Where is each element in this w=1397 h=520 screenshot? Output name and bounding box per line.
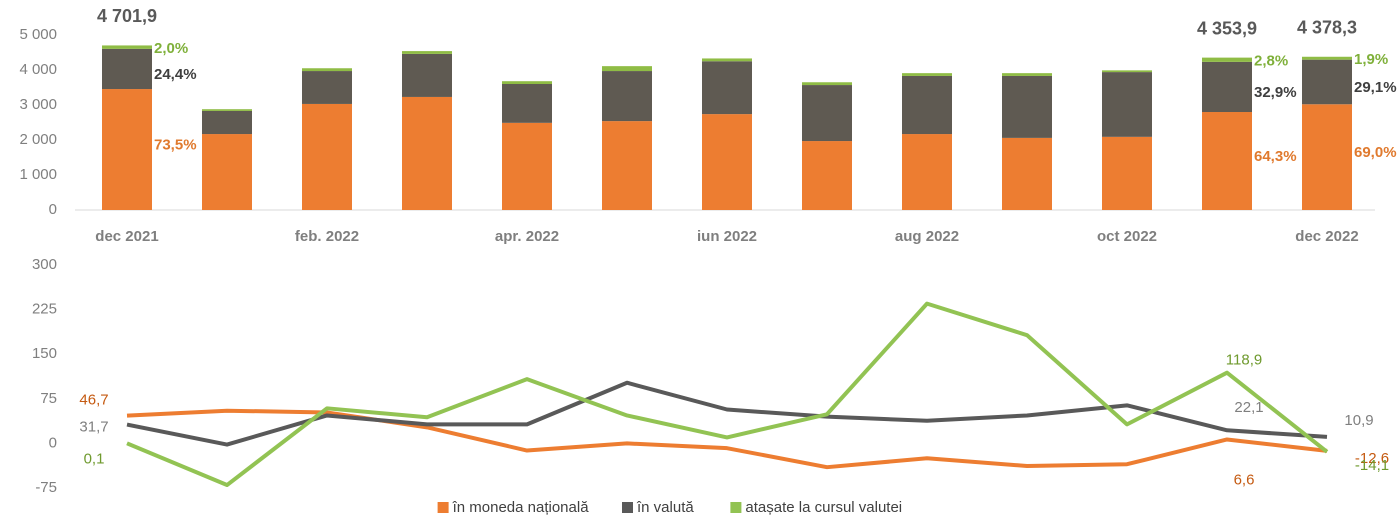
y-tick-label: 1 000 — [19, 166, 57, 183]
bar-segment — [802, 141, 852, 210]
bar-segment — [1102, 70, 1152, 73]
share-label: 69,0% — [1354, 144, 1397, 161]
data-label: 6,6 — [1234, 471, 1255, 488]
bar-segment — [602, 121, 652, 210]
bar-segment — [1202, 57, 1252, 62]
x-tick-label: oct 2022 — [1097, 228, 1157, 245]
bar-segment — [502, 81, 552, 84]
share-label: 2,8% — [1254, 53, 1288, 70]
bar-segment — [1202, 61, 1252, 113]
bar-segment — [1102, 72, 1152, 137]
y-tick-label: 300 — [32, 256, 57, 273]
bar-segment — [702, 114, 752, 210]
bar-segment — [302, 103, 352, 210]
y-tick-label: 225 — [32, 301, 57, 318]
legend-swatch — [730, 502, 742, 513]
x-tick-label: dec 2022 — [1295, 228, 1358, 245]
y-tick-label: 150 — [32, 345, 57, 362]
share-label: 64,3% — [1254, 148, 1297, 165]
share-label: 32,9% — [1254, 84, 1297, 101]
line-series — [126, 380, 1328, 447]
legend-label: atașate la cursul valutei — [745, 499, 902, 516]
bar-segment — [102, 45, 152, 49]
bar-segment — [502, 84, 552, 123]
x-tick-label: apr. 2022 — [495, 228, 559, 245]
y-tick-label: 2 000 — [19, 131, 57, 148]
bar-segment — [402, 96, 452, 210]
bar-segment — [202, 110, 252, 135]
share-label: 24,4% — [154, 66, 197, 83]
bar-segment — [702, 61, 752, 115]
data-label: 0,1 — [84, 450, 105, 467]
line-series — [126, 301, 1329, 488]
y-tick-label: 0 — [49, 434, 57, 451]
y-tick-label: 5 000 — [19, 26, 57, 43]
data-label: 10,9 — [1344, 412, 1373, 429]
bar-segment — [202, 134, 252, 210]
share-label: 2,0% — [154, 40, 188, 57]
bar-segment — [802, 82, 852, 86]
y-tick-label: -75 — [35, 479, 57, 496]
y-tick-label: 0 — [49, 201, 57, 218]
bar-segment — [102, 89, 152, 210]
line-series — [126, 408, 1328, 470]
bar-segment — [802, 85, 852, 142]
bar-segment — [602, 71, 652, 122]
data-label: 46,7 — [79, 392, 108, 409]
bar-segment — [1302, 104, 1352, 210]
legend-label: în moneda națională — [452, 499, 590, 516]
bar-segment — [402, 53, 452, 97]
x-tick-label: aug 2022 — [895, 228, 959, 245]
bar-segment — [1102, 136, 1152, 210]
bar-segment — [1202, 112, 1252, 210]
data-label: 31,7 — [79, 419, 108, 436]
bar-segment — [302, 68, 352, 72]
total-label: 4 353,9 — [1197, 18, 1257, 38]
y-tick-label: 3 000 — [19, 96, 57, 113]
bar-segment — [1002, 75, 1052, 138]
x-tick-label: feb. 2022 — [295, 228, 359, 245]
bar-segment — [102, 48, 152, 90]
total-label: 4 701,9 — [97, 6, 157, 26]
bar-segment — [702, 58, 752, 62]
y-tick-label: 75 — [40, 390, 57, 407]
data-label: 118,9 — [1226, 352, 1262, 369]
bar-segment — [902, 73, 952, 76]
share-label: 73,5% — [154, 136, 197, 153]
x-tick-label: iun 2022 — [697, 228, 757, 245]
bar-segment — [402, 51, 452, 54]
bar-segment — [502, 122, 552, 210]
bar-segment — [1302, 56, 1352, 60]
bar-segment — [1002, 73, 1052, 76]
legend-swatch — [622, 502, 633, 513]
data-label: 22,1 — [1234, 399, 1263, 416]
bar-segment — [302, 71, 352, 104]
share-label: 1,9% — [1354, 51, 1388, 68]
x-tick-label: dec 2021 — [95, 228, 158, 245]
bar-segment — [902, 134, 952, 210]
total-label: 4 378,3 — [1297, 18, 1357, 38]
legend-swatch — [437, 502, 449, 513]
data-label: -12,6 — [1355, 450, 1389, 467]
bar-segment — [602, 66, 652, 72]
bar-segment — [1002, 137, 1052, 210]
bar-segment — [202, 109, 252, 111]
bar-segment — [1302, 59, 1352, 105]
bar-segment — [902, 75, 952, 135]
legend-label: în valută — [636, 499, 694, 516]
y-tick-label: 4 000 — [19, 61, 57, 78]
share-label: 29,1% — [1354, 79, 1397, 96]
data-label: -14,1 — [1355, 457, 1389, 474]
